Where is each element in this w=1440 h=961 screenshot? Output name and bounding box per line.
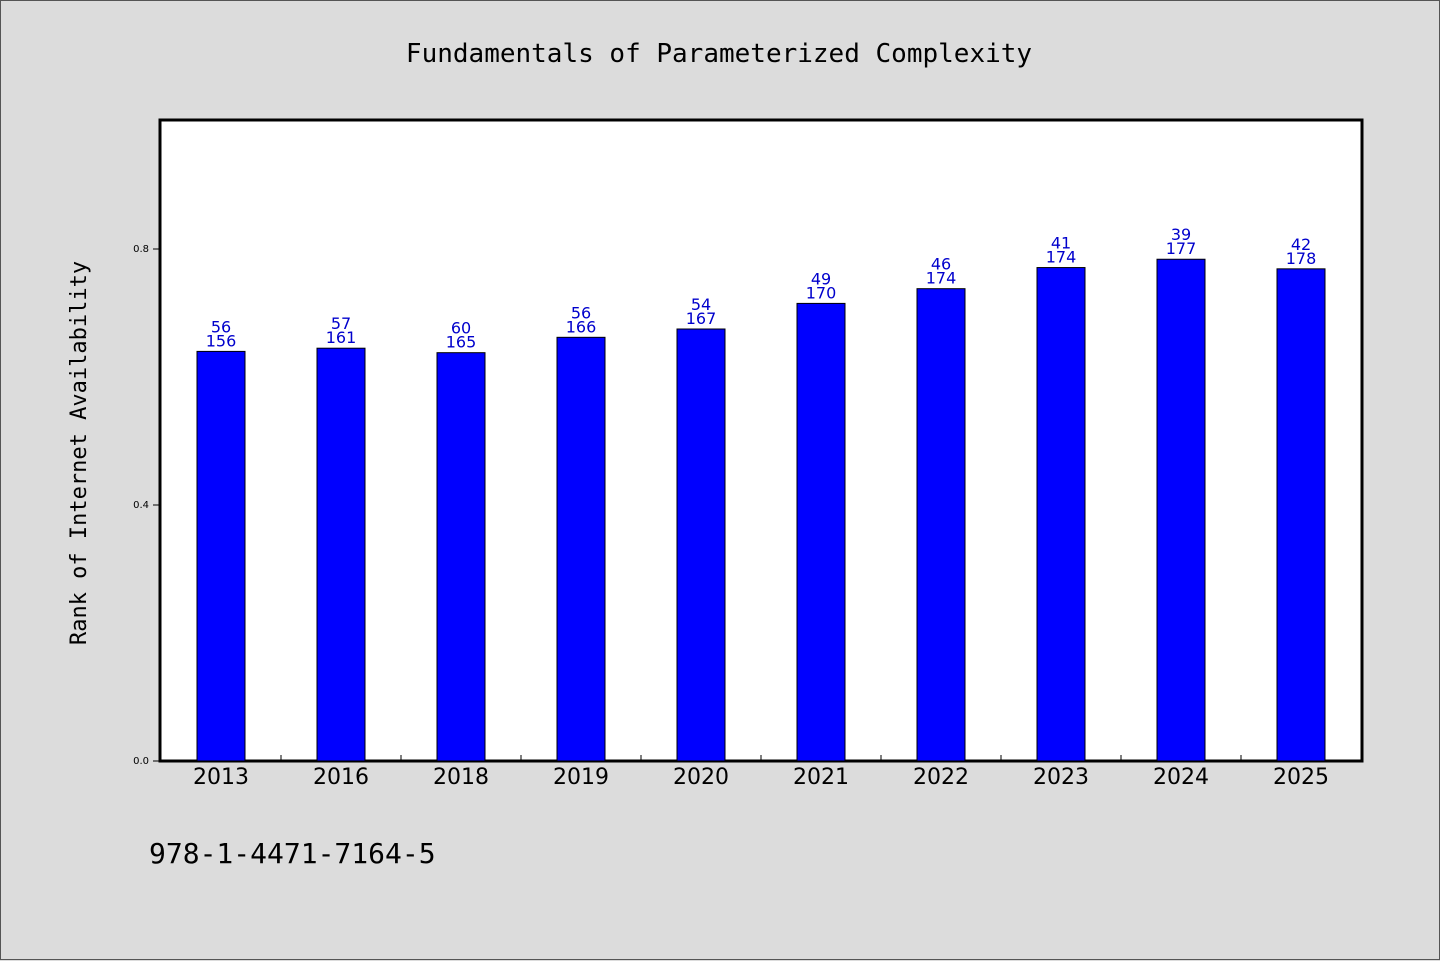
bar-label-bottom-2024: 177	[1166, 239, 1197, 258]
y-axis-label: Rank of Internet Availability	[67, 261, 92, 645]
bar-label-top-2020: 54	[691, 295, 711, 314]
bar-label-top-2016: 57	[331, 314, 351, 333]
bar-label-bottom-2023: 174	[1046, 248, 1077, 267]
bar-2016	[316, 347, 366, 762]
x-axis: 2013 2016 2018 2019 2020 2021 2022 2023 2024 2025	[193, 755, 1329, 790]
bar-label-top-2022: 46	[931, 255, 951, 274]
bar-label-bottom-2025: 178	[1286, 249, 1317, 268]
bar-label-top-2021: 49	[811, 269, 831, 288]
bar-label-bottom-2021: 170	[806, 283, 837, 302]
bar-label-bottom-2018: 165	[446, 333, 477, 352]
x-tick-label-2016: 2016	[313, 765, 369, 790]
bar-2021	[796, 302, 846, 762]
bar-label-bottom-2019: 166	[566, 317, 597, 336]
y-tick-label: 0.4	[133, 500, 149, 511]
bar-2022	[916, 288, 966, 762]
bar-label-bottom-2020: 167	[686, 309, 717, 328]
x-tick-label-2020: 2020	[673, 765, 729, 790]
bar-label-bottom-2022: 174	[926, 269, 957, 288]
x-tick-label-2022: 2022	[913, 765, 969, 790]
bar-2024	[1156, 258, 1206, 762]
bar-label-bottom-2013: 156	[206, 331, 237, 350]
x-tick-label-2013: 2013	[193, 765, 249, 790]
bar-label-top-2013: 56	[211, 317, 231, 336]
x-tick-label-2025: 2025	[1273, 765, 1329, 790]
y-tick-label: 0.0	[133, 756, 149, 767]
bar-2020	[676, 328, 726, 762]
bar-2018	[436, 352, 486, 762]
x-tick-label-2023: 2023	[1033, 765, 1089, 790]
bar-2019	[556, 336, 606, 762]
x-tick-label-2024: 2024	[1153, 765, 1209, 790]
bar-label-top-2023: 41	[1051, 234, 1071, 253]
bar-2023	[1036, 267, 1086, 762]
isbn-footer: 978-1-4471-7164-5	[149, 837, 436, 870]
y-axis: 0.0 0.4 0.8	[133, 244, 161, 767]
bar-2025	[1276, 268, 1326, 762]
bar-2013	[196, 350, 246, 762]
bar-label-bottom-2016: 161	[326, 328, 357, 347]
bar-label-top-2019: 56	[571, 303, 591, 322]
x-tick-label-2018: 2018	[433, 765, 489, 790]
chart-title: Fundamentals of Parameterized Complexity	[406, 39, 1032, 69]
x-tick-label-2021: 2021	[793, 765, 849, 790]
y-tick-label: 0.8	[133, 244, 149, 255]
x-tick-label-2019: 2019	[553, 765, 609, 790]
bar-label-top-2025: 42	[1291, 235, 1311, 254]
bar-label-top-2018: 60	[451, 319, 471, 338]
bar-label-top-2024: 39	[1171, 225, 1191, 244]
